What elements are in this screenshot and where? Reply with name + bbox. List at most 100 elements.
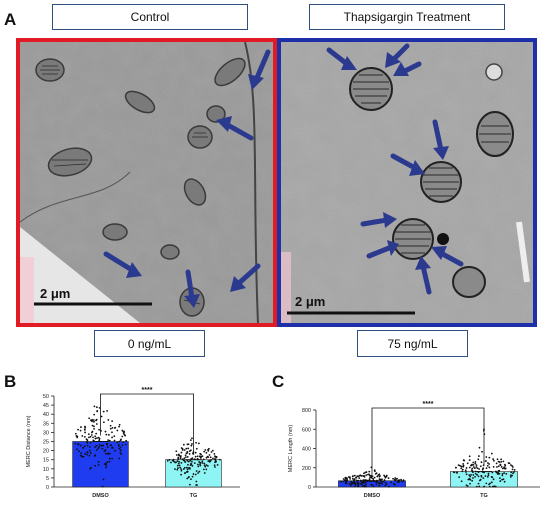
data-point — [170, 461, 172, 464]
data-point — [478, 479, 481, 482]
data-point — [91, 420, 93, 423]
data-point — [185, 452, 188, 455]
data-point — [201, 455, 204, 458]
data-point — [191, 460, 193, 463]
data-point — [93, 413, 96, 416]
data-point — [387, 477, 390, 479]
data-point — [365, 483, 367, 485]
data-point — [207, 456, 210, 459]
y-tick-label: 50 — [43, 394, 49, 400]
y-axis-label: MERC Distance (nm) — [26, 415, 32, 467]
data-point — [499, 480, 502, 482]
data-point — [189, 467, 191, 470]
data-point — [378, 473, 381, 476]
data-point — [188, 453, 191, 455]
data-point — [92, 419, 95, 421]
data-point — [384, 484, 387, 487]
data-point — [469, 475, 472, 478]
data-point — [111, 431, 113, 434]
data-point — [196, 463, 199, 466]
data-point — [468, 466, 471, 469]
data-point — [119, 449, 122, 451]
data-point — [465, 467, 468, 469]
data-point — [478, 446, 481, 449]
data-point — [397, 481, 399, 484]
data-point — [214, 458, 216, 460]
data-point — [471, 467, 474, 470]
data-point — [105, 452, 107, 455]
data-point — [491, 485, 494, 488]
data-point — [344, 479, 346, 482]
data-point — [186, 470, 189, 473]
data-point — [95, 449, 98, 451]
x-tick-label: DMSO — [92, 493, 109, 499]
data-point — [371, 475, 374, 478]
data-point — [484, 460, 487, 462]
data-point — [182, 468, 185, 470]
data-point — [351, 482, 354, 485]
data-point — [119, 451, 122, 454]
data-point — [184, 471, 186, 474]
data-point — [203, 464, 206, 467]
data-point — [378, 475, 381, 478]
data-point — [89, 451, 92, 454]
data-point — [81, 435, 84, 437]
data-point — [108, 433, 110, 436]
data-point — [465, 473, 468, 476]
data-point — [470, 464, 473, 467]
data-point — [378, 478, 381, 480]
data-point — [175, 454, 178, 456]
data-point — [472, 463, 475, 466]
data-point — [452, 471, 455, 474]
data-point — [495, 470, 497, 473]
data-point — [199, 464, 202, 467]
data-point — [106, 442, 108, 445]
data-point — [94, 464, 97, 467]
data-point — [193, 462, 196, 465]
data-point — [476, 467, 479, 470]
data-point — [176, 460, 179, 462]
data-point — [106, 446, 109, 449]
data-point — [91, 424, 94, 427]
data-point — [214, 455, 216, 458]
data-point — [355, 476, 358, 479]
data-point — [476, 473, 479, 476]
data-point — [355, 479, 358, 482]
data-point — [89, 435, 92, 438]
data-point — [378, 484, 381, 487]
data-point — [118, 440, 121, 443]
data-point — [495, 462, 498, 465]
data-point — [395, 478, 398, 481]
data-point — [492, 458, 495, 460]
data-point — [501, 467, 504, 470]
data-point — [209, 460, 212, 463]
y-tick-label: 35 — [43, 421, 49, 427]
data-point — [501, 478, 504, 481]
data-point — [80, 426, 82, 428]
data-point — [102, 421, 105, 424]
treatment-label-box: Thapsigargin Treatment — [309, 4, 505, 30]
significance-label: **** — [142, 387, 153, 394]
data-point — [84, 429, 86, 431]
data-point — [461, 468, 464, 471]
data-point — [385, 475, 388, 478]
data-point — [353, 478, 356, 480]
data-point — [94, 437, 97, 440]
data-point — [105, 462, 107, 465]
data-point — [177, 462, 180, 465]
y-tick-label: 800 — [302, 408, 311, 414]
data-point — [181, 449, 184, 451]
data-point — [487, 472, 490, 475]
data-point — [500, 460, 503, 463]
data-point — [502, 460, 505, 463]
data-point — [121, 435, 124, 438]
data-point — [361, 481, 363, 484]
data-point — [205, 456, 208, 459]
data-point — [460, 465, 463, 468]
data-point — [488, 466, 491, 469]
data-point — [496, 466, 498, 468]
data-point — [497, 465, 500, 468]
data-point — [212, 457, 214, 460]
data-point — [488, 456, 491, 459]
data-point — [195, 480, 198, 483]
